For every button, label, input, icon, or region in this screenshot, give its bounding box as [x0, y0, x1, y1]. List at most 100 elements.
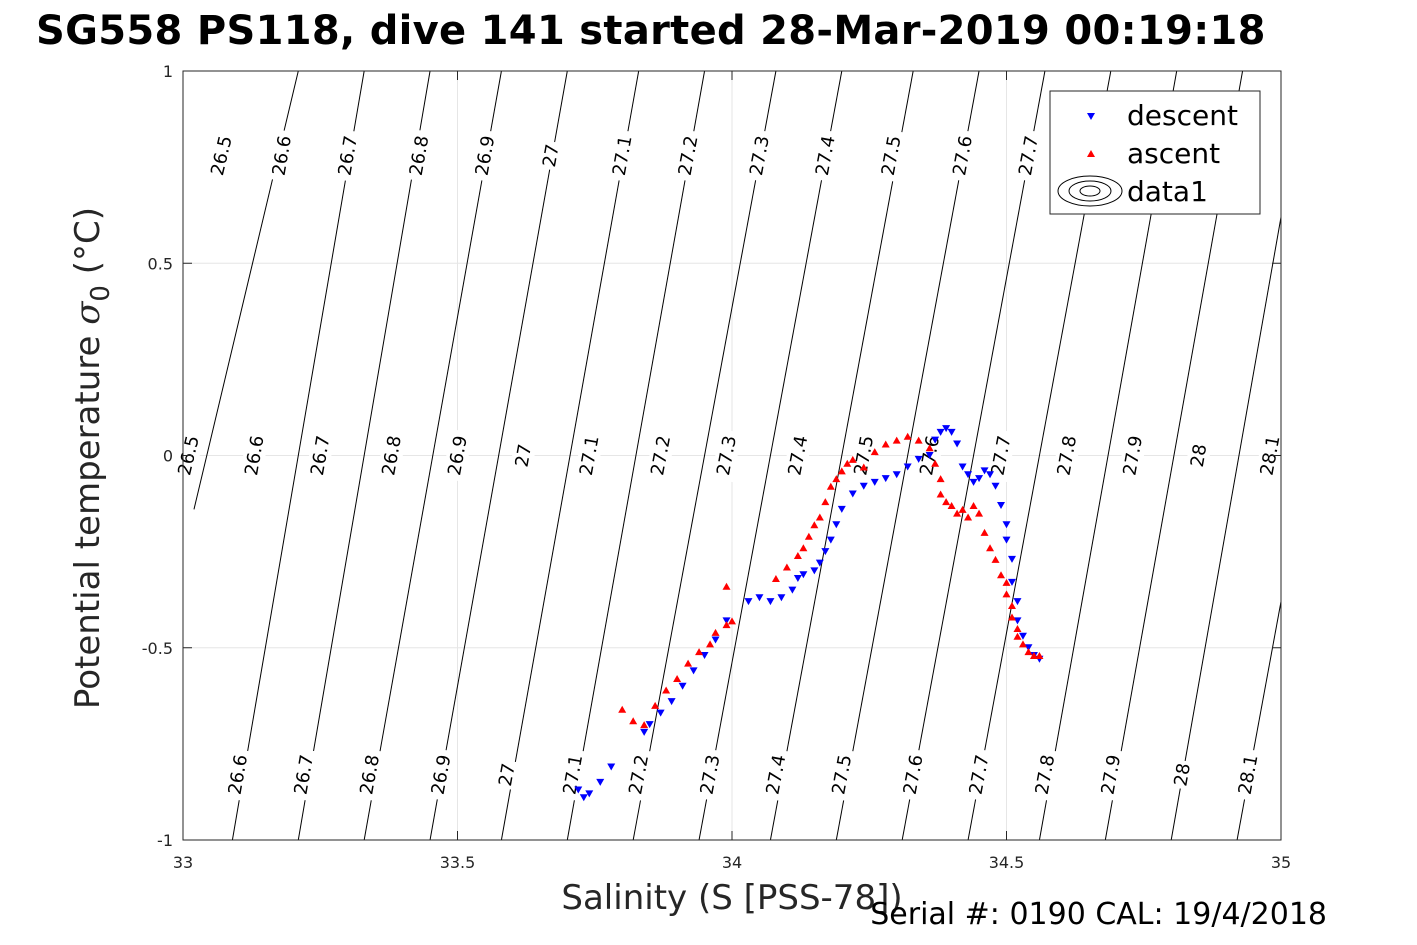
descent-point: [585, 790, 594, 798]
isopycnal-line: [1170, 217, 1282, 841]
axis-ticks: 33 33.5 34 34.5 35 1 0.5 0 -0.5 -1: [142, 62, 1291, 872]
ascent-point: [843, 459, 852, 467]
contour-label-bg: [694, 748, 726, 802]
descent-point: [925, 452, 934, 459]
ascent-point: [804, 532, 813, 540]
contour-label-bg: [288, 748, 319, 802]
legend-data1-label: data1: [1127, 175, 1208, 208]
contour-label-bg: [897, 748, 929, 802]
contour-label-bg: [744, 129, 775, 183]
ascent-point: [848, 455, 857, 463]
contour-label-bg: [537, 139, 565, 172]
ascent-point: [870, 448, 879, 456]
ascent-point: [826, 482, 835, 490]
ascent-point: [1029, 651, 1038, 659]
descent-point: [1007, 555, 1016, 563]
descent-point: [799, 571, 808, 579]
descent-point: [667, 698, 676, 706]
ascent-point: [991, 555, 1000, 563]
ascent-point: [936, 475, 945, 483]
contour-label-bg: [826, 748, 858, 802]
contour-label-bg: [645, 428, 677, 483]
ascent-point: [1035, 651, 1044, 659]
descent-point: [755, 594, 764, 602]
contour-label-bg: [963, 748, 995, 802]
isopycnal-line: [901, 70, 1046, 841]
y-tick-label: 1: [163, 62, 173, 81]
ascent-point: [936, 490, 945, 498]
descent-point: [1018, 632, 1027, 640]
isopycnal-line: [500, 70, 640, 841]
descent-point: [975, 475, 984, 483]
descent-point: [810, 567, 819, 575]
ascent-point: [722, 582, 731, 590]
contour-label-bg: [1117, 428, 1148, 483]
contour-label-bg: [875, 129, 907, 183]
descent-point: [914, 455, 923, 463]
x-tick-label: 35: [1271, 853, 1291, 872]
contour-label-bg: [672, 129, 704, 183]
ascent-point: [793, 551, 802, 559]
chart-title: SG558 PS118, dive 141 started 28-Mar-201…: [36, 8, 1266, 54]
ascent-point: [1002, 578, 1011, 586]
contour-label-bg: [425, 748, 457, 802]
ascent-point: [1018, 640, 1027, 648]
legend: descent ascent data1: [1049, 90, 1261, 215]
descent-point: [964, 471, 973, 479]
ascent-point: [640, 721, 649, 729]
ascent-point: [942, 498, 951, 506]
descent-point: [574, 786, 583, 794]
ascent-point: [799, 544, 808, 552]
descent-point: [881, 475, 890, 483]
descent-point: [788, 586, 797, 594]
descent-point: [936, 428, 945, 436]
descent-point: [645, 721, 654, 729]
ascent-point: [837, 467, 846, 475]
y-tick-label: 0.5: [148, 254, 173, 273]
ascent-point: [706, 640, 715, 648]
isopycnal-line: [297, 70, 431, 841]
descent-point: [991, 482, 1000, 490]
descent-point: [980, 467, 989, 475]
contour-label-bg: [442, 428, 473, 483]
contour-label-bg: [204, 128, 238, 183]
ascent-point: [986, 544, 995, 552]
descent-point: [596, 778, 605, 786]
contour-label-bg: [469, 129, 501, 183]
y-axis-label-text: Potential temperature: [68, 324, 108, 710]
y-axis-label: Potential temperature σ0 (°C): [68, 207, 116, 710]
contour-label-bg: [1013, 129, 1044, 183]
ascent-point: [980, 528, 989, 536]
ascent-point: [771, 575, 780, 583]
contour-label-bg: [782, 428, 814, 483]
legend-ascent-label: ascent: [1127, 137, 1220, 170]
ascent-point: [947, 501, 956, 509]
descent-point: [870, 478, 879, 486]
isopycnal-line: [769, 70, 914, 841]
contour-label: 27: [539, 143, 564, 169]
descent-point: [766, 598, 775, 606]
descent-point: [689, 667, 698, 675]
ascent-point: [728, 617, 736, 625]
x-tick-label: 34.5: [989, 853, 1025, 872]
descent-point: [997, 501, 1006, 509]
contour-label: 28: [1170, 762, 1195, 788]
descent-point: [986, 471, 995, 479]
descent-point: [1002, 536, 1011, 544]
y-axis-label-symbol: σ: [68, 301, 108, 325]
ascent-point: [903, 432, 912, 440]
contour-label-bg: [1168, 758, 1196, 791]
descent-point: [1013, 617, 1022, 625]
x-axis-label: Salinity (S [PSS-78]): [561, 878, 903, 918]
descent-point: [958, 463, 967, 471]
contour-label-bg: [332, 129, 363, 183]
ascent-point: [711, 628, 720, 636]
x-tick-label: 33: [173, 853, 193, 872]
descent-point: [579, 794, 588, 802]
y-tick-label: -1: [157, 831, 173, 850]
ascent-point: [925, 444, 934, 452]
legend-descent-marker: [1087, 113, 1095, 120]
ascent-point: [673, 675, 682, 683]
x-tick-label: 34: [722, 853, 742, 872]
